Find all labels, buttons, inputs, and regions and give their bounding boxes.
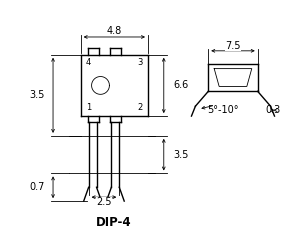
- Text: DIP-4: DIP-4: [96, 216, 131, 229]
- Text: 3: 3: [138, 58, 143, 67]
- Text: 2: 2: [138, 103, 143, 112]
- Text: 6.6: 6.6: [174, 80, 189, 91]
- Text: 3.5: 3.5: [174, 150, 189, 160]
- Text: 0.3: 0.3: [265, 105, 281, 115]
- Text: 5°-10°: 5°-10°: [207, 105, 239, 115]
- Text: 3.5: 3.5: [30, 90, 45, 100]
- Text: 1: 1: [86, 103, 91, 112]
- Text: 7.5: 7.5: [225, 41, 241, 51]
- Text: 4: 4: [86, 58, 91, 67]
- Text: 4.8: 4.8: [107, 26, 122, 36]
- Text: 2.5: 2.5: [96, 197, 112, 207]
- Text: 0.7: 0.7: [30, 182, 45, 192]
